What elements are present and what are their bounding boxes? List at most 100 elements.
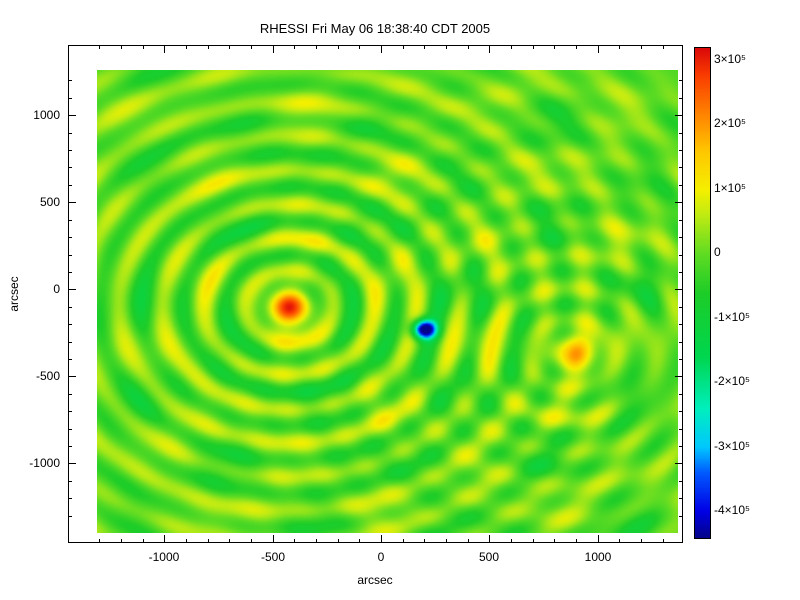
y-tick-major — [69, 202, 76, 203]
y-tick-minor — [679, 307, 682, 308]
x-tick-major — [489, 535, 490, 542]
x-tick-minor — [229, 46, 230, 49]
x-tick-minor — [554, 46, 555, 49]
x-tick-minor — [511, 46, 512, 49]
x-tick-minor — [533, 539, 534, 542]
x-tick-label: 0 — [377, 550, 385, 564]
y-tick-minor — [679, 98, 682, 99]
y-tick-minor — [69, 167, 72, 168]
y-tick-minor — [679, 411, 682, 412]
x-tick-minor — [143, 46, 144, 49]
y-tick-minor — [69, 150, 72, 151]
y-tick-minor — [69, 481, 72, 482]
heatmap-canvas — [97, 70, 678, 533]
y-tick-minor — [679, 80, 682, 81]
x-tick-minor — [403, 539, 404, 542]
y-tick-minor — [679, 237, 682, 238]
y-tick-minor — [679, 446, 682, 447]
y-tick-minor — [69, 429, 72, 430]
y-tick-label: 0 — [53, 282, 60, 296]
y-tick-major — [69, 463, 76, 464]
y-tick-label: 1000 — [33, 108, 60, 122]
y-tick-minor — [69, 255, 72, 256]
x-tick-label: 500 — [478, 550, 500, 564]
x-tick-label: 1000 — [584, 550, 612, 564]
x-tick-major — [598, 46, 599, 53]
x-tick-minor — [468, 46, 469, 49]
y-tick-major — [675, 202, 682, 203]
x-tick-label: -500 — [260, 550, 286, 564]
y-tick-minor — [679, 516, 682, 517]
x-tick-minor — [663, 46, 664, 49]
y-axis-label: arcsec — [7, 276, 21, 312]
y-tick-minor — [69, 516, 72, 517]
x-tick-minor — [143, 539, 144, 542]
y-tick-label: 500 — [39, 195, 60, 209]
colorbar-tick-label: 2×10⁵ — [714, 116, 747, 130]
y-tick-major — [675, 463, 682, 464]
y-tick-minor — [679, 150, 682, 151]
y-tick-minor — [679, 255, 682, 256]
x-tick-minor — [554, 539, 555, 542]
x-tick-minor — [294, 539, 295, 542]
y-tick-major — [675, 115, 682, 116]
y-tick-minor — [679, 272, 682, 273]
x-tick-minor — [338, 46, 339, 49]
y-tick-major — [69, 376, 76, 377]
y-tick-minor — [679, 429, 682, 430]
x-tick-minor — [251, 539, 252, 542]
y-tick-label: -1000 — [29, 456, 60, 470]
y-tick-label: -500 — [35, 369, 60, 383]
x-tick-minor — [208, 46, 209, 49]
x-tick-label: -1000 — [148, 550, 180, 564]
x-tick-minor — [208, 539, 209, 542]
x-tick-minor — [99, 539, 100, 542]
y-tick-minor — [69, 80, 72, 81]
x-tick-minor — [641, 46, 642, 49]
x-tick-minor — [576, 539, 577, 542]
colorbar-gradient — [695, 48, 710, 538]
x-tick-minor — [641, 539, 642, 542]
colorbar-tick-label: -3×10⁵ — [714, 439, 750, 453]
y-tick-minor — [679, 342, 682, 343]
x-tick-minor — [533, 46, 534, 49]
y-tick-minor — [679, 394, 682, 395]
y-tick-minor — [69, 324, 72, 325]
y-tick-minor — [679, 220, 682, 221]
colorbar-tick-label: -4×10⁵ — [714, 503, 750, 517]
plot-title: RHESSI Fri May 06 18:38:40 CDT 2005 — [259, 21, 491, 36]
x-axis-label: arcsec — [357, 573, 393, 587]
y-tick-minor — [679, 481, 682, 482]
y-tick-minor — [69, 185, 72, 186]
x-tick-major — [164, 535, 165, 542]
y-tick-minor — [69, 342, 72, 343]
x-tick-minor — [576, 46, 577, 49]
x-tick-minor — [294, 46, 295, 49]
y-tick-minor — [679, 167, 682, 168]
colorbar-tick-label: 0 — [714, 245, 721, 259]
y-tick-minor — [69, 394, 72, 395]
x-tick-minor — [121, 46, 122, 49]
y-tick-minor — [69, 133, 72, 134]
x-tick-major — [273, 535, 274, 542]
y-tick-minor — [69, 411, 72, 412]
colorbar-tick-label: -2×10⁵ — [714, 374, 750, 388]
x-tick-minor — [186, 46, 187, 49]
colorbar-tick-label: 3×10⁵ — [714, 52, 747, 66]
x-tick-minor — [619, 539, 620, 542]
x-tick-minor — [251, 46, 252, 49]
y-tick-minor — [69, 98, 72, 99]
colorbar-tick-label: -1×10⁵ — [714, 310, 750, 324]
y-tick-major — [69, 289, 76, 290]
x-tick-minor — [446, 539, 447, 542]
x-tick-major — [381, 46, 382, 53]
x-tick-minor — [316, 46, 317, 49]
y-tick-minor — [679, 185, 682, 186]
colorbar — [694, 47, 711, 539]
x-tick-minor — [359, 539, 360, 542]
x-tick-minor — [186, 539, 187, 542]
x-tick-minor — [511, 539, 512, 542]
x-tick-minor — [663, 539, 664, 542]
x-tick-minor — [403, 46, 404, 49]
